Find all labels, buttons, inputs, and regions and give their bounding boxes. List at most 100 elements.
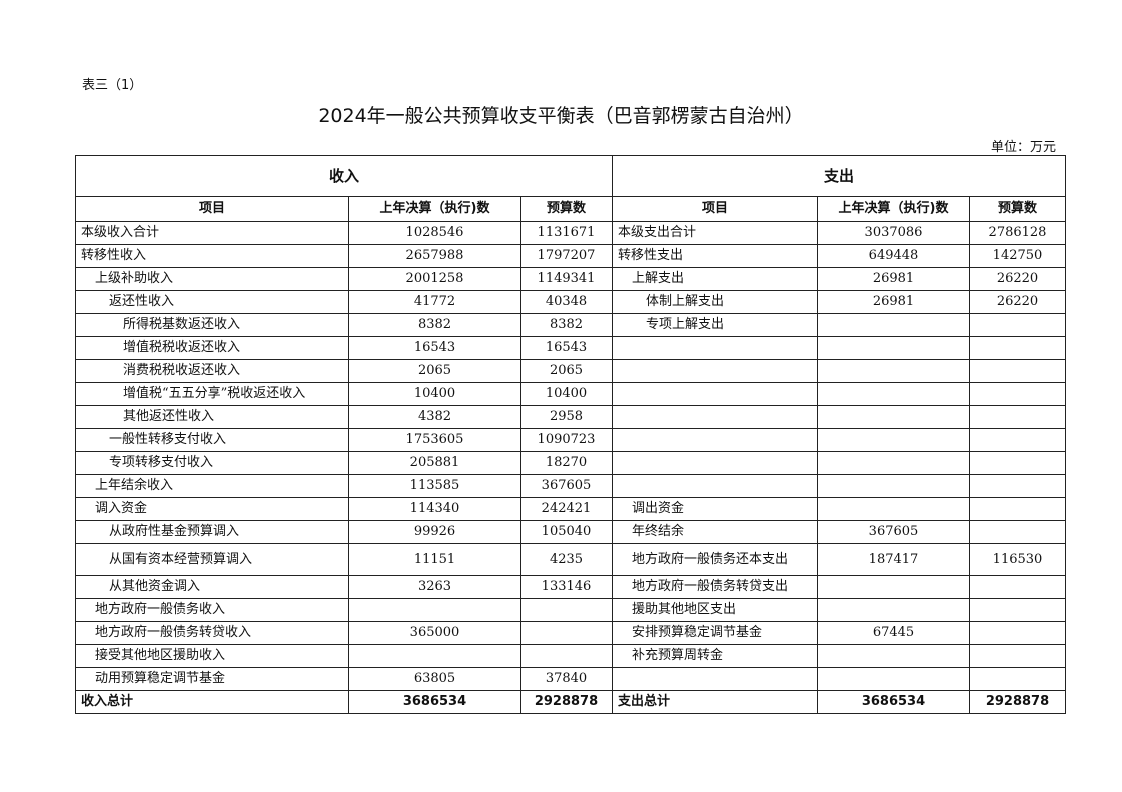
income-budget-cell: 105040 (520, 520, 613, 544)
income-budget-cell: 10400 (520, 382, 613, 406)
expenditure-item-cell (612, 336, 818, 360)
expenditure-budget-cell (969, 451, 1066, 475)
income-item-cell: 地方政府一般债务转贷收入 (75, 621, 349, 645)
expenditure-prev-cell (817, 382, 970, 406)
income-prev-cell: 16543 (348, 336, 521, 360)
income-budget-cell: 1131671 (520, 221, 613, 245)
income-item-cell: 增值税税收返还收入 (75, 336, 349, 360)
table-row: 从政府性基金预算调入 99926 105040 年终结余 367605 (75, 520, 1066, 544)
section-header-row: 收入 支出 (75, 155, 1066, 197)
income-prev-cell: 1028546 (348, 221, 521, 245)
expenditure-prev-cell (817, 359, 970, 383)
income-item-cell: 动用预算稳定调节基金 (75, 667, 349, 691)
expenditure-item-cell (612, 382, 818, 406)
expenditure-item-cell (612, 667, 818, 691)
expenditure-prev-cell (817, 644, 970, 668)
table-row: 本级收入合计 1028546 1131671 本级支出合计 3037086 2786128 (75, 221, 1066, 245)
table-row: 从其他资金调入 3263 133146 地方政府一般债务转贷支出 (75, 575, 1066, 599)
table-row: 地方政府一般债务转贷收入 365000 安排预算稳定调节基金 67445 (75, 621, 1066, 645)
table-row: 返还性收入 41772 40348 体制上解支出 26981 26220 (75, 290, 1066, 314)
income-item-cell: 从其他资金调入 (75, 575, 349, 599)
table-row: 消费税税收返还收入 2065 2065 (75, 359, 1066, 383)
income-item-cell: 返还性收入 (75, 290, 349, 314)
expenditure-budget-cell (969, 359, 1066, 383)
income-budget-cell: 1797207 (520, 244, 613, 268)
expenditure-prev-cell (817, 336, 970, 360)
expenditure-budget-cell (969, 428, 1066, 452)
income-item-cell: 上级补助收入 (75, 267, 349, 291)
income-prev-cell: 2065 (348, 359, 521, 383)
table-row: 增值税税收返还收入 16543 16543 (75, 336, 1066, 360)
table-row: 从国有资本经营预算调入 11151 4235 地方政府一般债务还本支出 187417 11… (75, 543, 1066, 576)
income-budget-cell: 133146 (520, 575, 613, 599)
income-section-header: 收入 (75, 155, 613, 197)
income-budget-cell (520, 598, 613, 622)
expenditure-budget-cell (969, 598, 1066, 622)
expenditure-item-cell: 地方政府一般债务还本支出 (612, 543, 818, 576)
expenditure-budget-cell (969, 497, 1066, 521)
expenditure-prev-cell (817, 451, 970, 475)
income-item-cell: 地方政府一般债务收入 (75, 598, 349, 622)
income-item-cell: 一般性转移支付收入 (75, 428, 349, 452)
income-item-cell: 从政府性基金预算调入 (75, 520, 349, 544)
expenditure-item-cell: 援助其他地区支出 (612, 598, 818, 622)
income-prev-cell: 41772 (348, 290, 521, 314)
expenditure-budget-cell: 116530 (969, 543, 1066, 576)
income-item-cell: 增值税“五五分享”税收返还收入 (75, 382, 349, 406)
expenditure-prev-cell: 67445 (817, 621, 970, 645)
income-prev-cell: 10400 (348, 382, 521, 406)
expenditure-total-prev: 3686534 (817, 690, 970, 714)
income-budget-cell: 2958 (520, 405, 613, 429)
income-prev-cell: 114340 (348, 497, 521, 521)
income-item-cell: 从国有资本经营预算调入 (75, 543, 349, 576)
income-budget-cell: 1090723 (520, 428, 613, 452)
expenditure-budget-cell: 2786128 (969, 221, 1066, 245)
expenditure-budget-cell (969, 575, 1066, 599)
expenditure-item-cell: 年终结余 (612, 520, 818, 544)
income-budget-cell: 40348 (520, 290, 613, 314)
expenditure-budget-cell (969, 644, 1066, 668)
expenditure-total-budget: 2928878 (969, 690, 1066, 714)
expenditure-item-cell: 上解支出 (612, 267, 818, 291)
expenditure-section-header: 支出 (612, 155, 1066, 197)
table-row: 所得税基数返还收入 8382 8382 专项上解支出 (75, 313, 1066, 337)
table-row: 上级补助收入 2001258 1149341 上解支出 26981 26220 (75, 267, 1066, 291)
income-prev-cell: 11151 (348, 543, 521, 576)
expenditure-prev-cell: 26981 (817, 290, 970, 314)
expenditure-budget-cell (969, 313, 1066, 337)
expenditure-total-label: 支出总计 (612, 690, 818, 714)
table-row: 增值税“五五分享”税收返还收入 10400 10400 (75, 382, 1066, 406)
expenditure-prev-cell (817, 313, 970, 337)
income-prev-cell: 4382 (348, 405, 521, 429)
income-budget-cell: 1149341 (520, 267, 613, 291)
income-budget-cell: 16543 (520, 336, 613, 360)
expenditure-item-cell (612, 359, 818, 383)
expenditure-prev-cell (817, 474, 970, 498)
expenditure-item-cell: 专项上解支出 (612, 313, 818, 337)
expenditure-prev-cell (817, 598, 970, 622)
expenditure-item-cell: 本级支出合计 (612, 221, 818, 245)
table-row: 接受其他地区援助收入 补充预算周转金 (75, 644, 1066, 668)
income-budget-cell: 242421 (520, 497, 613, 521)
expenditure-item-header: 项目 (612, 196, 818, 222)
income-item-cell: 上年结余收入 (75, 474, 349, 498)
expenditure-item-cell: 转移性支出 (612, 244, 818, 268)
income-item-cell: 接受其他地区援助收入 (75, 644, 349, 668)
income-total-prev: 3686534 (348, 690, 521, 714)
expenditure-item-cell: 调出资金 (612, 497, 818, 521)
income-prev-header: 上年决算（执行)数 (348, 196, 521, 222)
table-row: 其他返还性收入 4382 2958 (75, 405, 1066, 429)
expenditure-item-cell: 安排预算稳定调节基金 (612, 621, 818, 645)
expenditure-budget-cell (969, 474, 1066, 498)
page-title: 2024年一般公共预算收支平衡表（巴音郭楞蒙古自治州） (318, 105, 804, 127)
table-row: 一般性转移支付收入 1753605 1090723 (75, 428, 1066, 452)
table-row: 上年结余收入 113585 367605 (75, 474, 1066, 498)
expenditure-budget-cell (969, 405, 1066, 429)
expenditure-item-cell (612, 428, 818, 452)
expenditure-item-cell (612, 451, 818, 475)
income-budget-cell: 2065 (520, 359, 613, 383)
income-item-cell: 专项转移支付收入 (75, 451, 349, 475)
expenditure-budget-cell (969, 667, 1066, 691)
expenditure-prev-cell: 187417 (817, 543, 970, 576)
income-prev-cell: 365000 (348, 621, 521, 645)
